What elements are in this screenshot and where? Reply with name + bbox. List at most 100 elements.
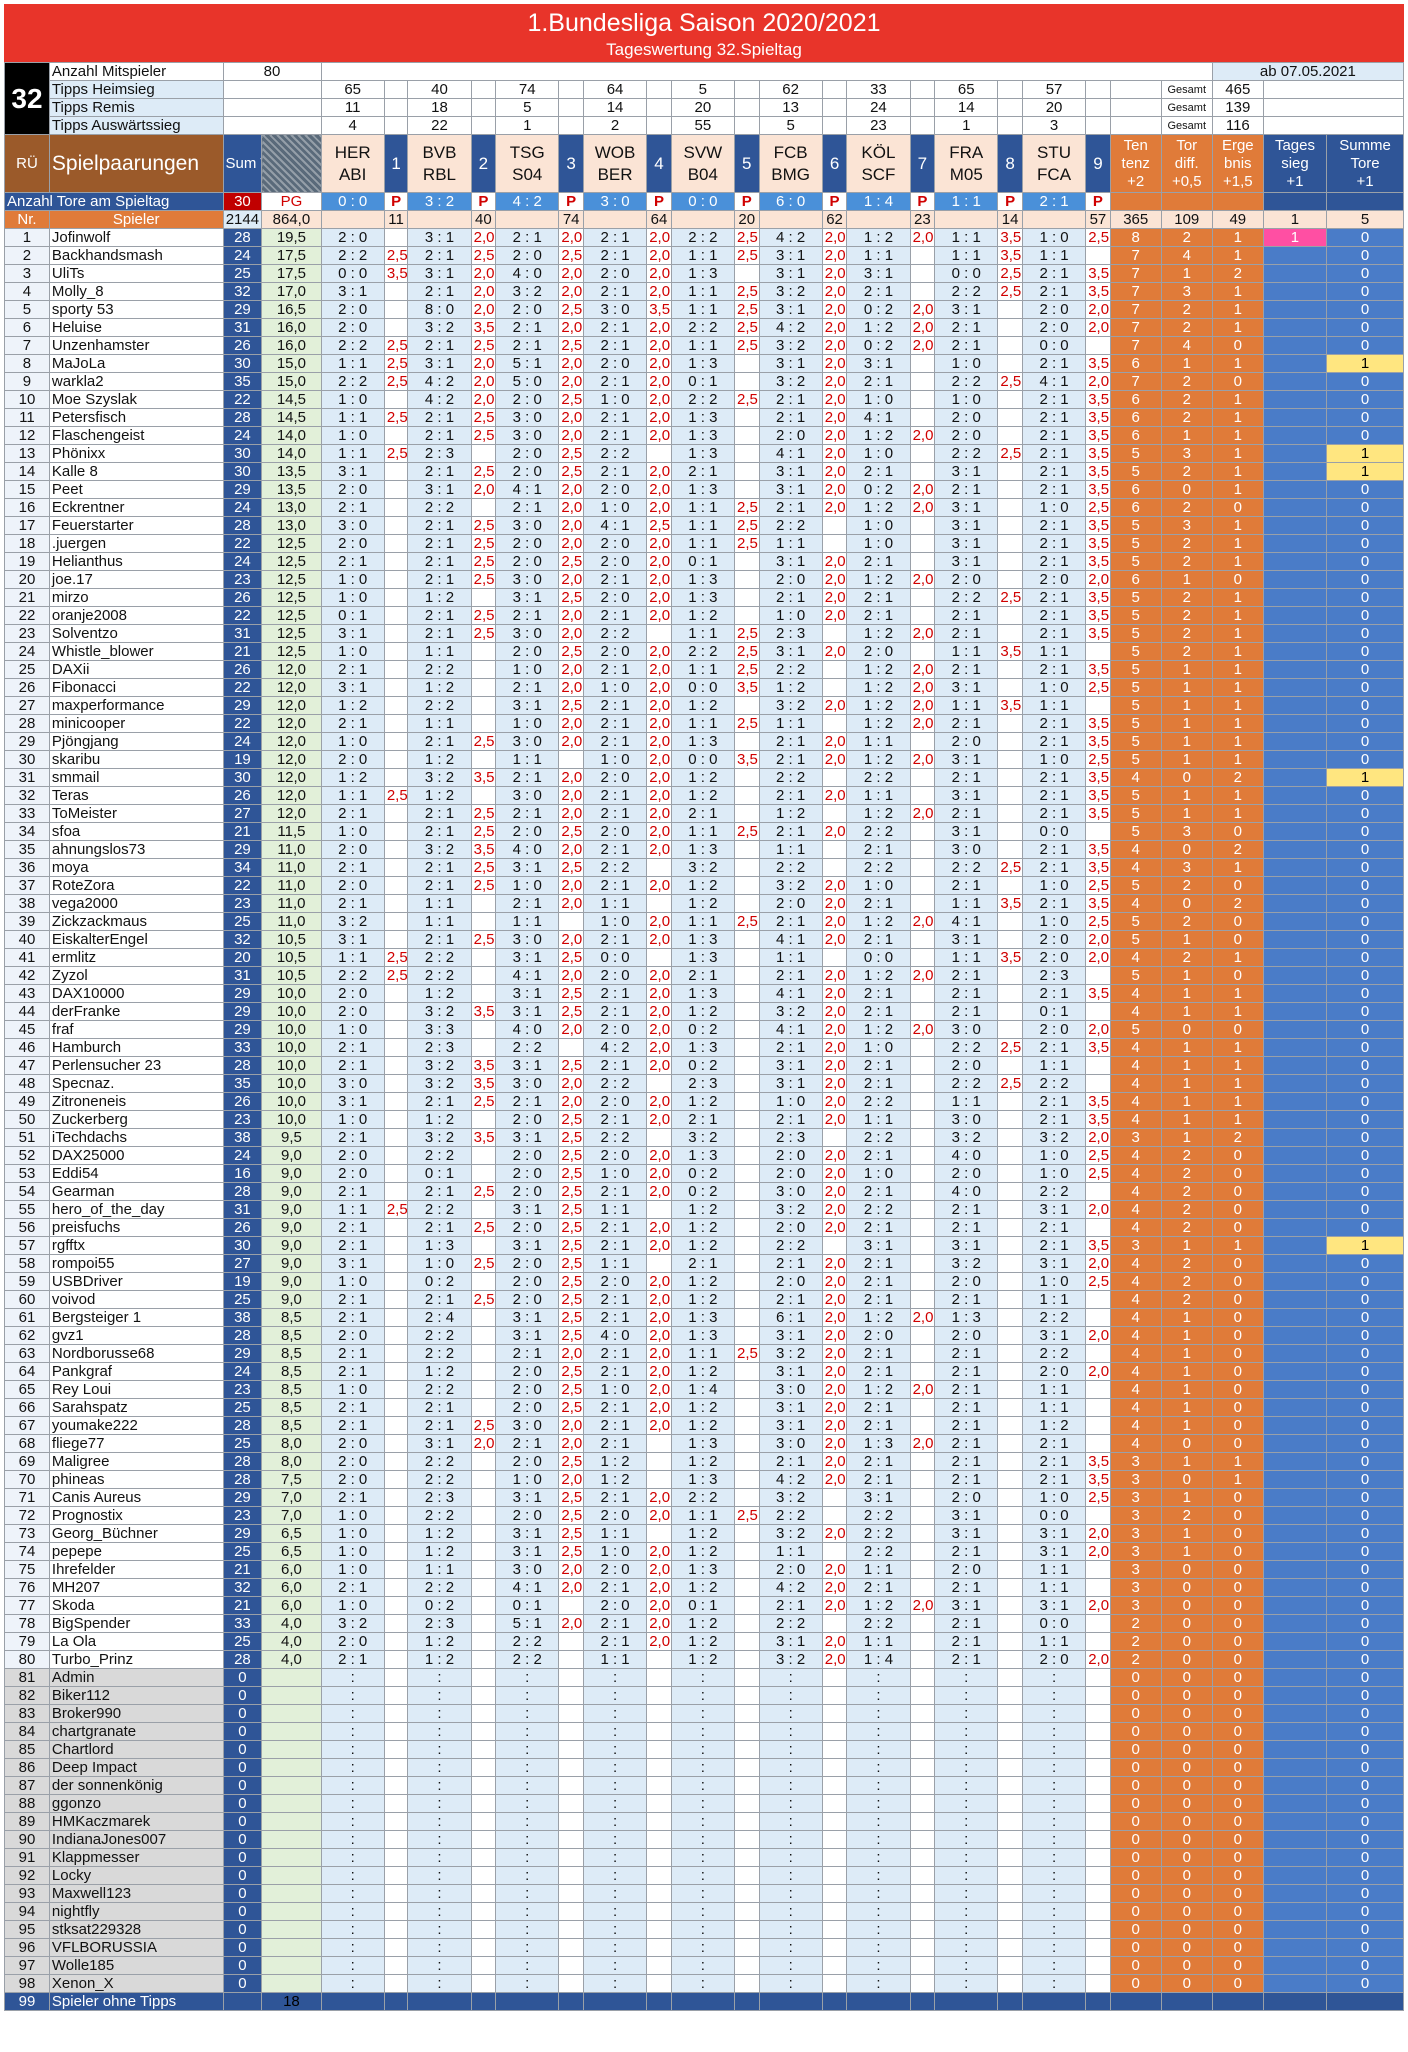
player-tagessieg [1262,714,1328,733]
player-tordiff: 0 [1160,1668,1213,1687]
spacer [934,210,999,229]
player-tip: 2 : 1 [495,804,560,823]
player-tip-points [558,1722,584,1741]
player-sum-tore: 21 [222,1596,263,1615]
player-tip-points [383,516,409,535]
player-ergebnis: 1 [1211,858,1264,877]
player-tip: 1 : 4 [846,1650,911,1669]
player-tip-points [383,1056,409,1075]
player-tip: 2 : 2 [407,660,472,679]
player-tordiff: 1 [1160,930,1213,949]
player-tip: 2 : 1 [1021,408,1087,427]
player-tip-points [646,1758,672,1777]
player-tip: : [495,1740,560,1759]
player-tagessieg [1262,750,1328,769]
player-tip-points: 2,0 [821,1200,848,1219]
player-tip-points [470,1722,497,1741]
rank-number: 58 [4,1254,50,1273]
player-tip-points: 2,0 [821,1182,848,1201]
player-tip-points [558,1938,584,1957]
match-points-sum: 64 [646,210,672,229]
player-tip: 2 : 0 [758,894,823,913]
player-tip: 1 : 1 [1021,1056,1087,1075]
player-tendenz: 5 [1109,804,1162,823]
player-tip: 2 : 1 [846,1416,911,1435]
player-tip-points [1085,1956,1111,1975]
player-summe: 0 [1326,1524,1404,1543]
player-tip: : [1021,1776,1087,1795]
player-tip: 2 : 1 [407,858,472,877]
player-tip: 1 : 0 [320,822,385,841]
player-tip: 1 : 1 [758,948,823,967]
player-tip: 2 : 1 [495,1434,560,1453]
player-tip: : [934,1902,999,1921]
match-header: TSG S04 [495,134,560,193]
player-tip-points [383,1884,409,1903]
player-ergebnis: 1 [1211,354,1264,373]
player-name: derFranke [48,1002,224,1021]
player-tip-points [997,930,1023,949]
player-tagessieg [1262,1902,1328,1921]
player-tip-points [734,984,760,1003]
player-ergebnis: 0 [1211,1344,1264,1363]
player-tip: 2 : 0 [934,408,999,427]
player-tagessieg [1262,858,1328,877]
player-tip: 2 : 1 [758,1110,823,1129]
spacer [582,1992,648,2011]
player-tip: 2 : 0 [846,1326,911,1345]
rank-number: 98 [4,1974,50,1993]
player-tip: 2 : 0 [320,228,385,247]
player-points: 15,0 [261,354,322,373]
player-tip: 2 : 0 [582,534,648,553]
player-tip: : [670,1902,736,1921]
player-tip-points: 2,0 [558,660,584,679]
player-tip: 4 : 0 [495,840,560,859]
player-tip-points [909,768,936,787]
table-row: 99 Spieler ohne Tipps 18 [4,1992,1404,2011]
player-tip: 1 : 2 [670,1416,736,1435]
player-tip-points [1085,1902,1111,1921]
player-tip: 1 : 2 [670,876,736,895]
spacer [495,1992,560,2011]
player-tip: 2 : 3 [407,444,472,463]
player-tip-points [646,1074,672,1093]
player-tip: : [934,1812,999,1831]
rank-number: 22 [4,606,50,625]
player-tagessieg [1262,1614,1328,1633]
player-tip-points [470,588,497,607]
player-tagessieg [1262,948,1328,967]
player-tip-points: 2,0 [558,372,584,391]
rank-number: 93 [4,1884,50,1903]
player-tip: 2 : 2 [846,1614,911,1633]
player-tip: : [758,1866,823,1885]
player-ergebnis: 0 [1211,930,1264,949]
player-name: nightfly [48,1902,224,1921]
player-summe: 0 [1326,1830,1404,1849]
player-tip-points [558,912,584,931]
player-tip: 2 : 0 [495,822,560,841]
player-ergebnis: 0 [1211,1704,1264,1723]
player-ergebnis: 0 [1211,1542,1264,1561]
tip-count-heim: 40 [407,80,472,99]
table-row: 7 Unzenhamster 26 16,0 2 : 2 2,5 2 : 1 2,5 2 : 1… [4,336,1404,355]
player-tip: 1 : 2 [670,1218,736,1237]
player-summe: 0 [1326,1380,1404,1399]
player-tagessieg [1262,1866,1328,1885]
rank-number: 38 [4,894,50,913]
player-tip: 1 : 0 [320,1272,385,1291]
player-tip-points [734,1038,760,1057]
spacer [1021,210,1087,229]
spacer [1160,1992,1213,2011]
player-tip: 1 : 2 [670,1632,736,1651]
spacer [222,98,322,117]
player-tip-points [1085,1560,1111,1579]
player-tip-points [383,426,409,445]
player-tendenz: 4 [1109,840,1162,859]
player-tip: 1 : 0 [846,390,911,409]
